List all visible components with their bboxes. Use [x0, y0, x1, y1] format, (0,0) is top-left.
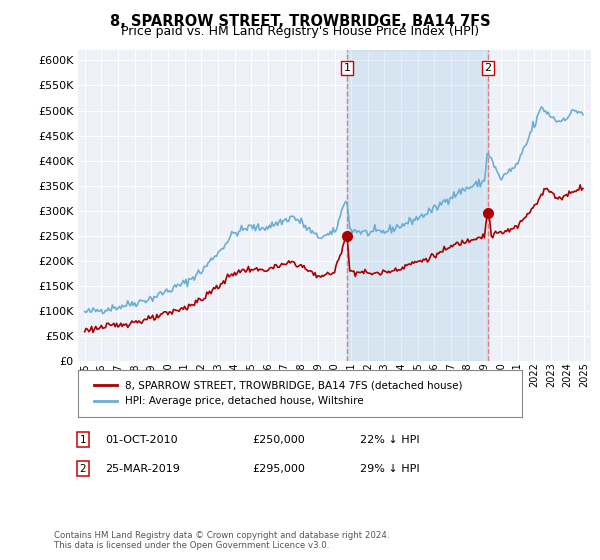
- Text: Contains HM Land Registry data © Crown copyright and database right 2024.
This d: Contains HM Land Registry data © Crown c…: [54, 530, 389, 550]
- Text: £250,000: £250,000: [252, 435, 305, 445]
- Legend: 8, SPARROW STREET, TROWBRIDGE, BA14 7FS (detached house), HPI: Average price, de: 8, SPARROW STREET, TROWBRIDGE, BA14 7FS …: [88, 374, 469, 413]
- Text: Price paid vs. HM Land Registry's House Price Index (HPI): Price paid vs. HM Land Registry's House …: [121, 25, 479, 38]
- Text: 8, SPARROW STREET, TROWBRIDGE, BA14 7FS: 8, SPARROW STREET, TROWBRIDGE, BA14 7FS: [110, 14, 490, 29]
- Text: £295,000: £295,000: [252, 464, 305, 474]
- Text: 2: 2: [484, 63, 491, 73]
- Text: 29% ↓ HPI: 29% ↓ HPI: [360, 464, 419, 474]
- Text: 22% ↓ HPI: 22% ↓ HPI: [360, 435, 419, 445]
- Bar: [347, 50, 488, 361]
- Text: 1: 1: [343, 63, 350, 73]
- Text: 2: 2: [79, 464, 86, 474]
- Text: 01-OCT-2010: 01-OCT-2010: [105, 435, 178, 445]
- Text: 25-MAR-2019: 25-MAR-2019: [105, 464, 180, 474]
- Text: 1: 1: [79, 435, 86, 445]
